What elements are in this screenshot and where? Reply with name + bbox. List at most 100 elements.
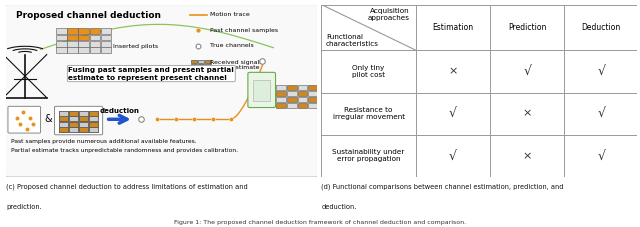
Text: &: & [45, 114, 52, 124]
Bar [56, 47, 67, 53]
Bar [79, 116, 88, 121]
Bar [56, 35, 67, 40]
Text: √: √ [449, 149, 457, 163]
Bar [205, 67, 211, 71]
Bar [79, 111, 88, 116]
Text: Past channel samples: Past channel samples [210, 28, 278, 33]
Bar [69, 116, 78, 121]
FancyBboxPatch shape [5, 5, 318, 177]
Bar [79, 41, 89, 47]
Bar [90, 41, 100, 47]
Bar [59, 111, 68, 116]
Bar [287, 85, 296, 90]
Text: ×: × [522, 109, 532, 119]
Text: (d) Functional comparisons between channel estimation, prediction, and: (d) Functional comparisons between chann… [321, 184, 564, 190]
Bar [198, 67, 204, 71]
Bar [287, 91, 296, 96]
FancyBboxPatch shape [8, 106, 40, 133]
Text: Estimation: Estimation [433, 23, 474, 32]
Text: √: √ [597, 107, 605, 120]
Bar [287, 103, 296, 108]
Bar [100, 41, 111, 47]
Bar [198, 60, 204, 63]
Bar [79, 122, 88, 127]
Bar [59, 122, 68, 127]
Bar [308, 91, 317, 96]
Bar [89, 122, 98, 127]
FancyBboxPatch shape [248, 72, 275, 108]
Bar [79, 111, 88, 116]
Text: Inserted pilots: Inserted pilots [113, 44, 159, 49]
Bar [79, 116, 88, 121]
Bar [56, 41, 67, 47]
Bar [69, 116, 78, 121]
Bar [69, 127, 78, 132]
Bar [90, 35, 100, 40]
Text: prediction.: prediction. [6, 204, 42, 210]
Bar [79, 127, 88, 132]
Bar [69, 111, 78, 116]
Bar [253, 80, 270, 101]
Bar [191, 67, 197, 71]
Bar [89, 127, 98, 132]
Bar [69, 122, 78, 127]
Bar [59, 122, 68, 127]
Bar [298, 85, 307, 90]
Text: deduction: deduction [100, 108, 140, 114]
Text: ×: × [522, 151, 532, 161]
Bar [100, 28, 111, 34]
Text: Proposed channel deduction: Proposed channel deduction [16, 11, 161, 20]
Bar [67, 28, 78, 34]
Bar [89, 116, 98, 121]
Text: Partial estimate tracks unpredictable randomness and provides calibration.: Partial estimate tracks unpredictable ra… [11, 148, 238, 153]
Text: Acquisition
approaches: Acquisition approaches [367, 8, 410, 21]
Bar [276, 97, 286, 102]
Bar [56, 28, 67, 34]
Bar [67, 47, 78, 53]
Bar [191, 64, 197, 67]
Bar [89, 122, 98, 127]
Text: √: √ [523, 65, 531, 78]
Text: Deduction: Deduction [582, 23, 621, 32]
Bar [287, 97, 296, 102]
Bar [69, 111, 78, 116]
Text: Received signals/
Partial estimate: Received signals/ Partial estimate [210, 59, 264, 70]
Text: √: √ [597, 149, 605, 163]
Bar [89, 116, 98, 121]
Bar [89, 111, 98, 116]
Text: Prediction: Prediction [508, 23, 547, 32]
Bar [100, 47, 111, 53]
Bar [90, 47, 100, 53]
Text: Resistance to
irregular movement: Resistance to irregular movement [333, 107, 404, 120]
Bar [276, 85, 286, 90]
Bar [298, 91, 307, 96]
Bar [59, 127, 68, 132]
Bar [59, 111, 68, 116]
Bar [298, 97, 307, 102]
Text: Fusing past samples and present partial
estimate to represent present channel: Fusing past samples and present partial … [68, 67, 234, 81]
Text: Only tiny
pilot cost: Only tiny pilot cost [352, 65, 385, 78]
Text: √: √ [449, 107, 457, 120]
Bar [276, 91, 286, 96]
Text: (c) Proposed channel deduction to address limitations of estimation and: (c) Proposed channel deduction to addres… [6, 184, 248, 190]
Bar [308, 97, 317, 102]
Bar [69, 127, 78, 132]
Bar [191, 60, 197, 63]
Bar [79, 47, 89, 53]
Bar [79, 127, 88, 132]
Bar [205, 60, 211, 63]
Bar [308, 85, 317, 90]
Bar [67, 41, 78, 47]
Bar [308, 103, 317, 108]
Bar [205, 64, 211, 67]
Text: ×: × [449, 66, 458, 76]
Bar [89, 127, 98, 132]
Text: Sustainability under
error propagation: Sustainability under error propagation [332, 149, 404, 163]
Bar [100, 35, 111, 40]
Bar [298, 103, 307, 108]
Text: Figure 1: The proposed channel deduction framework of channel deduction and comp: Figure 1: The proposed channel deduction… [174, 220, 466, 225]
Bar [59, 116, 68, 121]
FancyBboxPatch shape [54, 106, 102, 135]
Bar [89, 111, 98, 116]
Bar [59, 127, 68, 132]
